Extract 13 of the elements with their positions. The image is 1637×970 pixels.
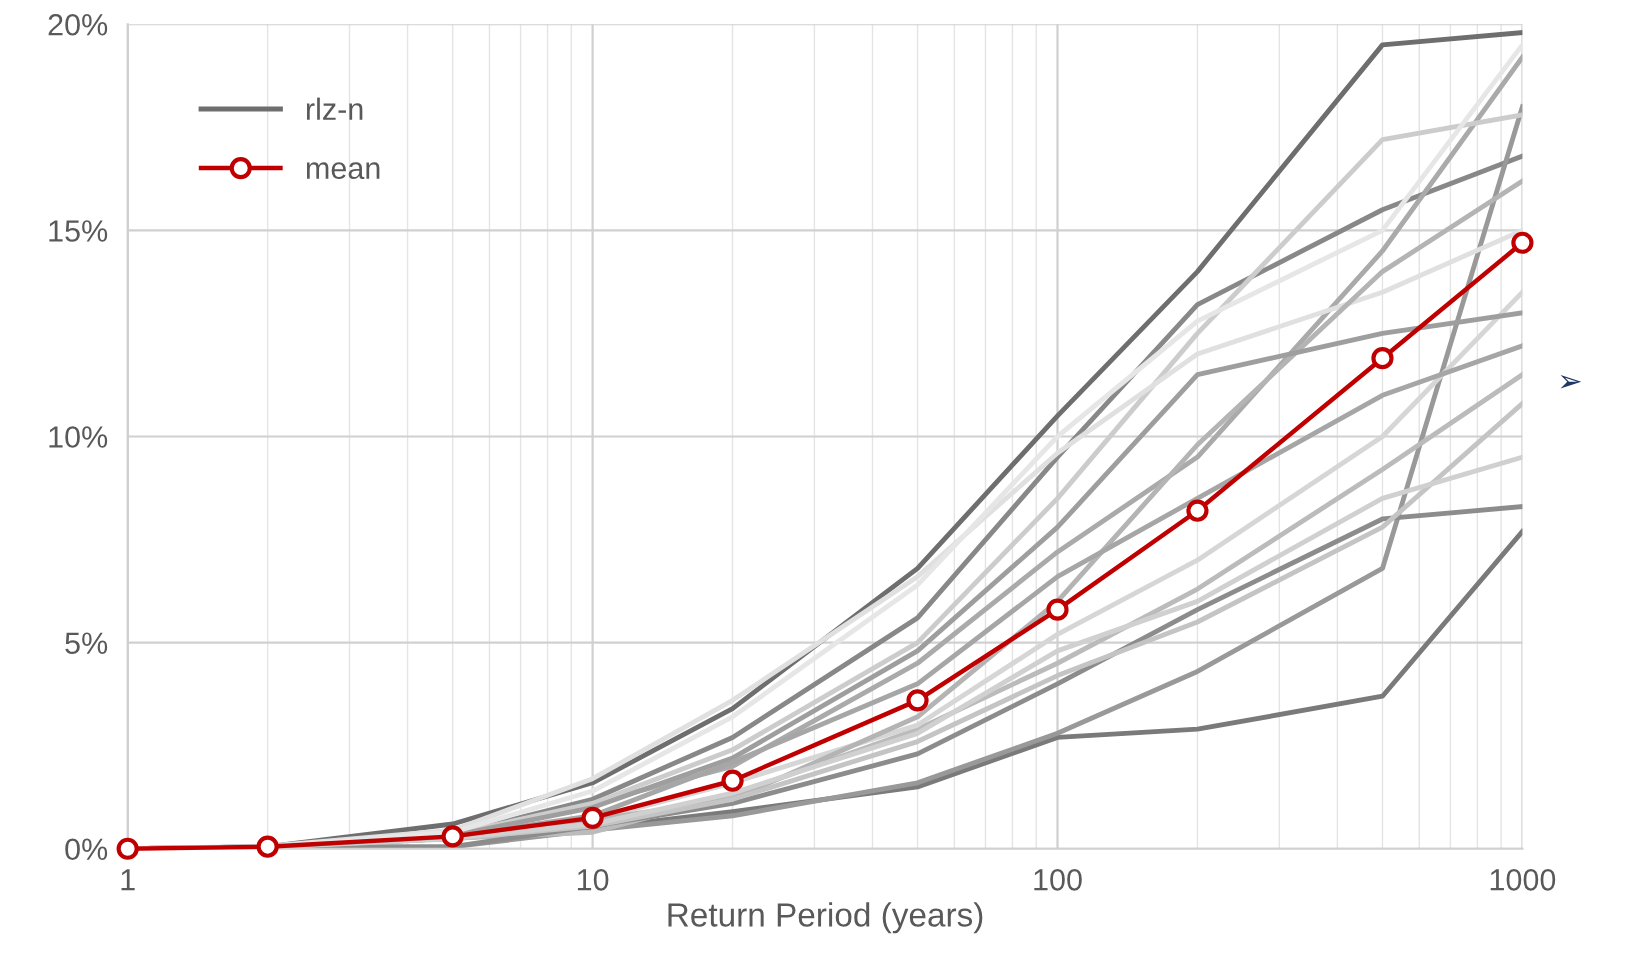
y-tick-label: 20% xyxy=(48,13,108,36)
y-tick-label: 10% xyxy=(49,426,108,448)
annotation: ➢ xyxy=(1560,375,1582,389)
x-axis-title: Return Period (years) xyxy=(668,902,983,934)
y-tick-label: 15% xyxy=(49,220,108,242)
x-tick-label: 1000 xyxy=(1490,869,1556,891)
x-tick-label: 10 xyxy=(577,869,609,891)
y-tick-label: 5% xyxy=(65,632,108,654)
legend-label: rlz-n xyxy=(306,97,363,120)
x-tick-label: 1 xyxy=(121,869,135,891)
legend-label: mean xyxy=(306,162,380,180)
y-tick-label: 0% xyxy=(65,838,108,861)
x-tick-label: 100 xyxy=(1034,869,1082,891)
